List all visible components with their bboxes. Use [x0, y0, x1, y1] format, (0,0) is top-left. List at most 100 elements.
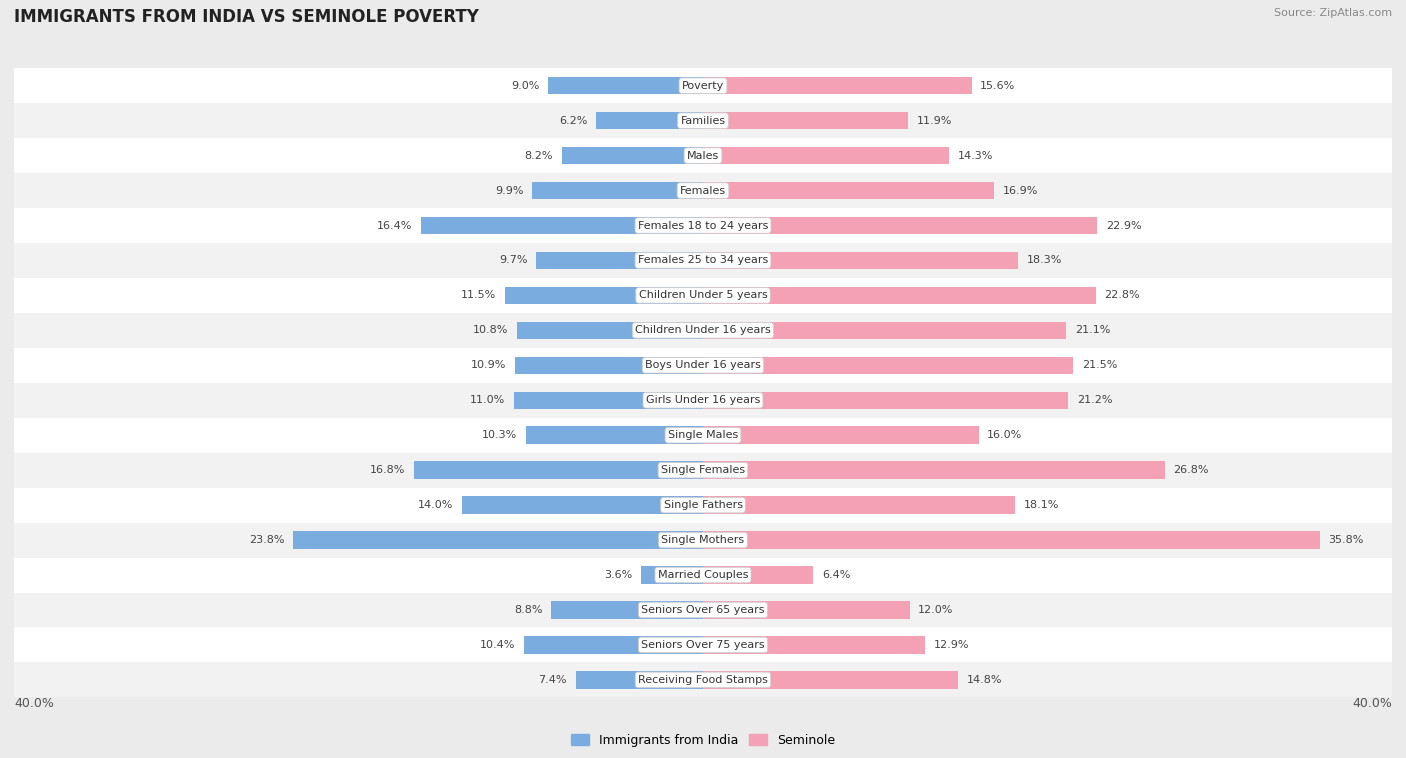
Text: 18.3%: 18.3%	[1026, 255, 1062, 265]
Text: Girls Under 16 years: Girls Under 16 years	[645, 395, 761, 406]
Bar	[14, 313, 1392, 348]
Text: Children Under 16 years: Children Under 16 years	[636, 325, 770, 335]
Bar	[14, 208, 1392, 243]
Text: 12.9%: 12.9%	[934, 640, 969, 650]
Bar	[14, 558, 1392, 593]
Text: 6.2%: 6.2%	[560, 116, 588, 126]
Bar	[533, 182, 703, 199]
Bar	[703, 636, 925, 653]
Bar	[517, 321, 703, 339]
Bar	[703, 217, 1098, 234]
Text: 3.6%: 3.6%	[605, 570, 633, 580]
Bar	[551, 601, 703, 619]
Bar	[703, 566, 813, 584]
Bar	[420, 217, 703, 234]
Text: 10.4%: 10.4%	[479, 640, 515, 650]
Text: Source: ZipAtlas.com: Source: ZipAtlas.com	[1274, 8, 1392, 17]
Bar	[14, 173, 1392, 208]
Text: Married Couples: Married Couples	[658, 570, 748, 580]
Bar	[14, 628, 1392, 662]
Text: 18.1%: 18.1%	[1024, 500, 1059, 510]
Bar	[703, 462, 1164, 479]
Bar	[14, 593, 1392, 628]
Bar	[641, 566, 703, 584]
Legend: Immigrants from India, Seminole: Immigrants from India, Seminole	[565, 728, 841, 752]
Bar	[703, 287, 1095, 304]
Bar	[14, 348, 1392, 383]
Bar	[575, 671, 703, 688]
Bar	[562, 147, 703, 164]
Text: 40.0%: 40.0%	[1353, 697, 1392, 710]
Bar	[703, 182, 994, 199]
Bar	[703, 392, 1069, 409]
Text: 16.0%: 16.0%	[987, 431, 1022, 440]
Text: 9.9%: 9.9%	[495, 186, 524, 196]
Bar	[536, 252, 703, 269]
Bar	[14, 138, 1392, 173]
Bar	[703, 496, 1015, 514]
Bar	[703, 321, 1066, 339]
Text: 23.8%: 23.8%	[249, 535, 284, 545]
Text: 7.4%: 7.4%	[538, 675, 567, 685]
Bar	[14, 383, 1392, 418]
Text: 21.2%: 21.2%	[1077, 395, 1112, 406]
Text: 11.0%: 11.0%	[470, 395, 505, 406]
Bar	[596, 112, 703, 130]
Bar	[413, 462, 703, 479]
Text: Males: Males	[688, 151, 718, 161]
Text: Children Under 5 years: Children Under 5 years	[638, 290, 768, 300]
Bar	[524, 636, 703, 653]
Bar	[526, 427, 703, 444]
Text: 8.2%: 8.2%	[524, 151, 553, 161]
Bar	[14, 418, 1392, 453]
Bar	[513, 392, 703, 409]
Bar	[14, 662, 1392, 697]
Text: 12.0%: 12.0%	[918, 605, 953, 615]
Text: Seniors Over 75 years: Seniors Over 75 years	[641, 640, 765, 650]
Bar	[703, 427, 979, 444]
Text: 35.8%: 35.8%	[1329, 535, 1364, 545]
Text: Females: Females	[681, 186, 725, 196]
Text: 16.4%: 16.4%	[377, 221, 412, 230]
Text: 14.8%: 14.8%	[966, 675, 1002, 685]
Bar	[703, 252, 1018, 269]
Bar	[703, 531, 1320, 549]
Text: Single Fathers: Single Fathers	[664, 500, 742, 510]
Bar	[14, 453, 1392, 487]
Bar	[14, 487, 1392, 522]
Bar	[703, 77, 972, 95]
Bar	[703, 112, 908, 130]
Text: Seniors Over 65 years: Seniors Over 65 years	[641, 605, 765, 615]
Text: 9.7%: 9.7%	[499, 255, 527, 265]
Text: Receiving Food Stamps: Receiving Food Stamps	[638, 675, 768, 685]
Text: Single Mothers: Single Mothers	[661, 535, 745, 545]
Bar	[703, 356, 1073, 374]
Text: 10.3%: 10.3%	[482, 431, 517, 440]
Text: 26.8%: 26.8%	[1173, 465, 1209, 475]
Bar	[505, 287, 703, 304]
Text: Families: Families	[681, 116, 725, 126]
Text: 14.0%: 14.0%	[418, 500, 453, 510]
Text: 10.9%: 10.9%	[471, 360, 506, 371]
Bar	[14, 243, 1392, 278]
Text: 11.9%: 11.9%	[917, 116, 952, 126]
Text: Females 18 to 24 years: Females 18 to 24 years	[638, 221, 768, 230]
Text: Poverty: Poverty	[682, 80, 724, 91]
Text: 16.8%: 16.8%	[370, 465, 405, 475]
Bar	[548, 77, 703, 95]
Text: 8.8%: 8.8%	[515, 605, 543, 615]
Text: 22.9%: 22.9%	[1107, 221, 1142, 230]
Text: Females 25 to 34 years: Females 25 to 34 years	[638, 255, 768, 265]
Text: 15.6%: 15.6%	[980, 80, 1015, 91]
Bar	[703, 601, 910, 619]
Bar	[14, 68, 1392, 103]
Bar	[14, 278, 1392, 313]
Text: Single Females: Single Females	[661, 465, 745, 475]
Text: Single Males: Single Males	[668, 431, 738, 440]
Bar	[703, 147, 949, 164]
Bar	[703, 671, 957, 688]
Text: 16.9%: 16.9%	[1002, 186, 1038, 196]
Text: 40.0%: 40.0%	[14, 697, 53, 710]
Text: Boys Under 16 years: Boys Under 16 years	[645, 360, 761, 371]
Bar	[461, 496, 703, 514]
